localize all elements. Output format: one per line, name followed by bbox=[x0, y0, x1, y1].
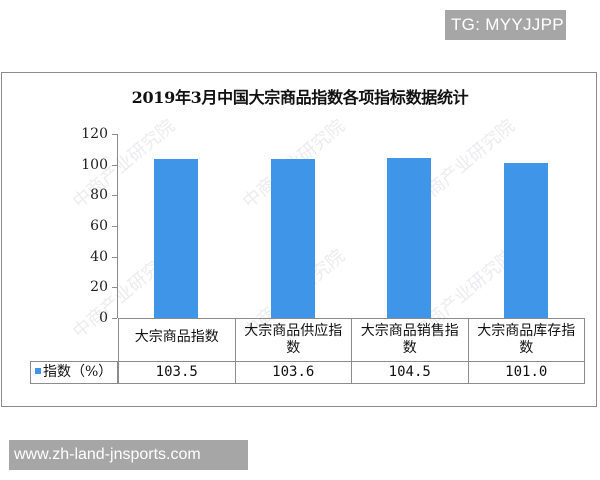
category-label: 大宗商品销售指 bbox=[360, 323, 459, 339]
bar bbox=[270, 159, 315, 318]
category-label: 数 bbox=[286, 340, 301, 356]
category-header-cell: 大宗商品指数 bbox=[118, 318, 236, 362]
value-cell: 101.0 bbox=[467, 361, 585, 384]
value-cell: 103.6 bbox=[234, 361, 352, 384]
legend-swatch bbox=[35, 368, 41, 374]
y-axis bbox=[117, 134, 118, 318]
value-cell: 103.5 bbox=[118, 361, 236, 384]
value-cell: 104.5 bbox=[351, 361, 469, 384]
y-tick bbox=[112, 226, 117, 227]
y-tick bbox=[112, 195, 117, 197]
y-tick bbox=[112, 256, 117, 258]
legend-label: 指数（%） bbox=[43, 364, 113, 380]
y-tick-label: 60 bbox=[90, 218, 108, 234]
y-tick bbox=[112, 287, 117, 289]
y-tick-label: 0 bbox=[99, 310, 108, 326]
category-label: 数 bbox=[519, 340, 534, 356]
legend-cell: 指数（%） bbox=[30, 361, 118, 384]
bar bbox=[503, 163, 548, 318]
y-tick bbox=[112, 164, 117, 166]
y-tick-label: 20 bbox=[90, 279, 108, 296]
y-tick-label: 40 bbox=[90, 248, 108, 265]
chart-title: 2019年3月中国大宗商品指数各项指标数据统计 bbox=[131, 88, 469, 107]
category-header-cell: 大宗商品供应指数 bbox=[234, 318, 352, 362]
y-tick-label: 80 bbox=[90, 187, 108, 204]
y-tick bbox=[112, 134, 117, 135]
url-badge: www.zh-land-jnsports.com bbox=[9, 440, 248, 470]
category-label: 大宗商品供应指 bbox=[244, 323, 343, 339]
category-header-cell: 大宗商品销售指数 bbox=[351, 318, 469, 362]
category-header-cell: 大宗商品库存指数 bbox=[467, 318, 585, 362]
tg-badge: TG: MYYJJPP bbox=[445, 10, 566, 40]
bar bbox=[154, 159, 199, 318]
bar bbox=[387, 157, 432, 318]
y-tick-label: 100 bbox=[81, 156, 108, 173]
category-label: 数 bbox=[402, 340, 417, 356]
category-label: 大宗商品指数 bbox=[134, 329, 219, 345]
y-tick bbox=[112, 318, 117, 319]
category-label: 大宗商品库存指 bbox=[477, 323, 576, 339]
y-tick-label: 120 bbox=[81, 126, 108, 142]
